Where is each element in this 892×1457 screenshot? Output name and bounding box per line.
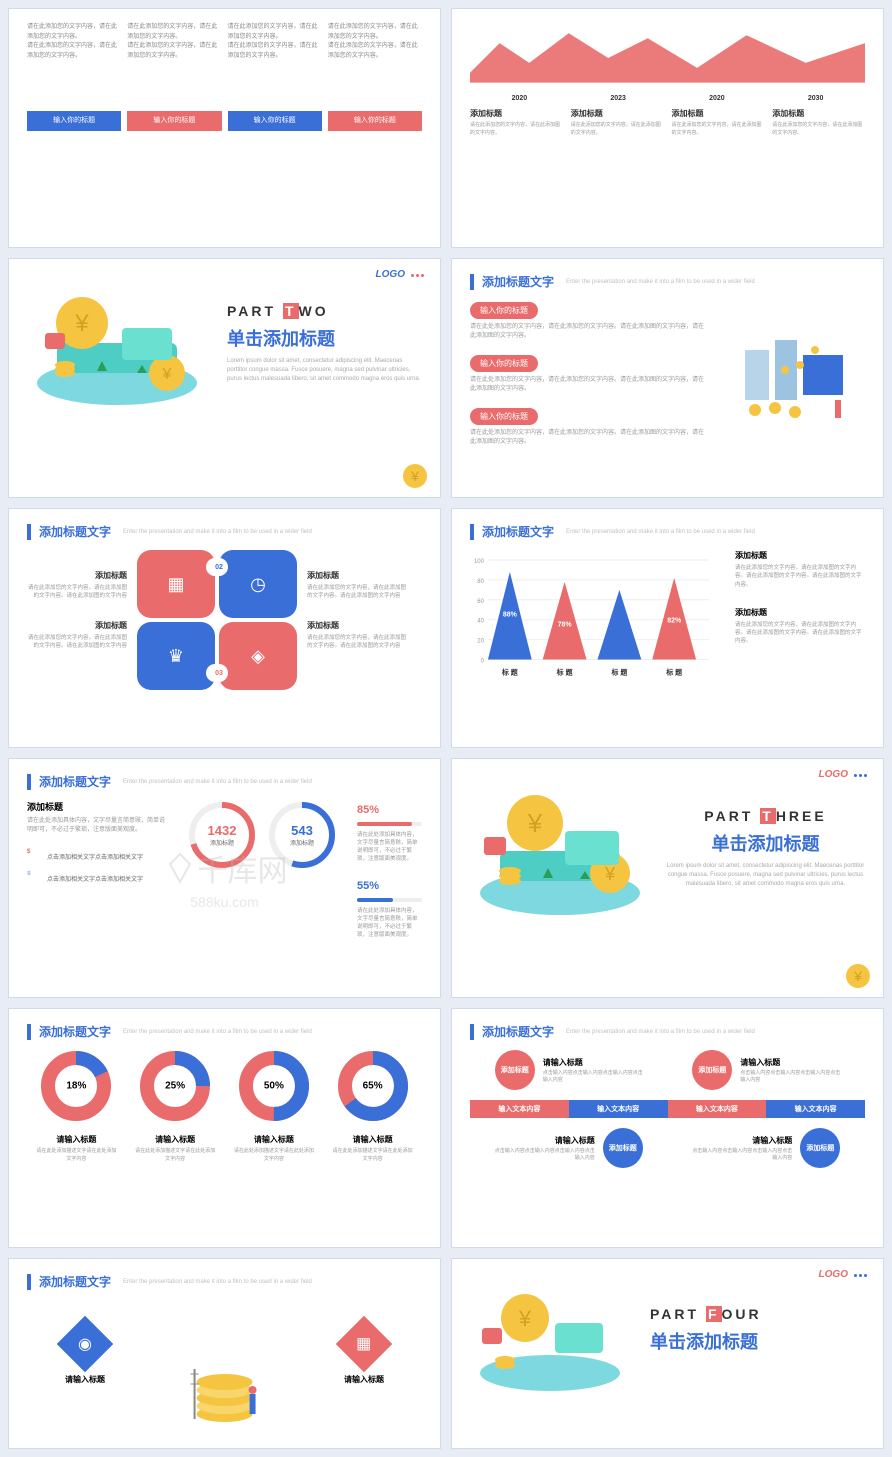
svg-text:¥: ¥: [518, 1306, 532, 1331]
slide-6: 添加标题文字Enter the presentation and make it…: [451, 508, 884, 748]
part-title: 单击添加标题: [666, 830, 865, 856]
stat-title: 添加标题: [27, 800, 167, 813]
col-text: 请在此添加您的文字内容，请在此添加您的文字内容。: [127, 42, 221, 61]
title-button[interactable]: 输入你的标题: [228, 111, 322, 130]
logo: LOGO: [819, 1269, 867, 1280]
svg-text:20: 20: [477, 639, 484, 645]
slide-2: 2020202320202030 添加标题请在此添加您的文字内容，请在此添加图的…: [451, 8, 884, 248]
side-title: 添加标题: [27, 570, 127, 581]
circle-badge: 添加标题: [495, 1050, 535, 1090]
area-chart: [470, 23, 865, 83]
part-title: 单击添加标题: [650, 1328, 865, 1354]
slide-9: 添加标题文字Enter the presentation and make it…: [8, 1008, 441, 1248]
triangle-chart: 100 80 60 40 20 0 88% 标 题 78% 标 题 标 题 82% 标 题: [470, 550, 719, 690]
clock-icon: ◷: [250, 574, 266, 595]
svg-text:¥: ¥: [74, 310, 89, 337]
slide-5: 添加标题文字Enter the presentation and make it…: [8, 508, 441, 748]
slide-part-two: LOGO ¥ ¥ PART TWO 单击添加标题 Lorem ipsum dol…: [8, 258, 441, 498]
svg-text:82%: 82%: [667, 618, 682, 625]
donut-label: 请输入标题: [36, 1134, 116, 1145]
item-desc: 请在此添加您的文字内容，请在此添加图的文字内容。: [470, 122, 563, 137]
svg-text:80: 80: [477, 579, 484, 585]
svg-text:100: 100: [474, 559, 485, 565]
slide-part-three: LOGO ¥ ¥ PART THREE 单击添加标题 Lorem ipsum d…: [451, 758, 884, 998]
part-label: PART FOUR: [650, 1306, 865, 1322]
col-text: 请在此添加您的文字内容，请在此添加您的文字内容。: [328, 42, 422, 61]
slide-4: 添加标题文字Enter the presentation and make it…: [451, 258, 884, 498]
bar-pct: 85%: [357, 804, 379, 816]
svg-text:¥: ¥: [410, 468, 419, 484]
pill-button[interactable]: 输入你的标题: [470, 302, 538, 319]
part-label: PART TWO: [227, 303, 422, 319]
finance-illustration: ¥ ¥: [470, 773, 650, 923]
slide-7: 添加标题文字Enter the presentation and make it…: [8, 758, 441, 998]
city-illustration: [725, 300, 865, 440]
col-text: 请在此添加您的文字内容，请在此添加您的文字内容。: [328, 23, 422, 42]
svg-text:60: 60: [477, 599, 484, 605]
dollar-icon: $: [27, 849, 41, 863]
cube-icon: ◈: [251, 646, 265, 667]
title-button[interactable]: 输入你的标题: [27, 111, 121, 130]
diamond-icon: ◉: [57, 1316, 114, 1373]
svg-text:¥: ¥: [604, 864, 616, 884]
document-icon: ▦: [167, 574, 184, 595]
svg-text:标 题: 标 题: [610, 667, 627, 676]
stat-circle-2: 543添加标题: [267, 800, 337, 870]
logo: LOGO: [376, 269, 424, 280]
col-text: 请在此添加您的文字内容，请在此添加您的文字内容。: [228, 23, 322, 42]
slide-title: 添加标题文字: [482, 273, 554, 290]
four-columns: 请在此添加您的文字内容，请在此添加您的文字内容。请在此添加您的文字内容，请在此添…: [27, 23, 422, 131]
part-desc: Lorem ipsum dolor sit amet, consectetur …: [227, 357, 422, 384]
logo: LOGO: [819, 769, 867, 780]
slide-11: 添加标题文字Enter the presentation and make it…: [8, 1258, 441, 1449]
segment-bar: 输入文本内容输入文本内容输入文本内容输入文本内容: [470, 1100, 865, 1118]
icon-grid: 01▦ 02◷ 04♛ 03◈: [137, 550, 297, 690]
svg-text:88%: 88%: [503, 612, 518, 619]
svg-text:40: 40: [477, 619, 484, 625]
item-title: 添加标题: [470, 108, 563, 119]
col-text: 请在此添加您的文字内容，请在此添加您的文字内容。: [228, 42, 322, 61]
svg-text:标 题: 标 题: [665, 667, 682, 676]
col-text: 请在此添加您的文字内容，请在此添加您的文字内容。: [27, 42, 121, 61]
svg-text:78%: 78%: [558, 622, 573, 629]
stat-circle-1: 1432添加标题: [187, 800, 257, 870]
finance-illustration: ¥: [470, 1273, 630, 1393]
svg-text:0: 0: [481, 659, 485, 665]
coins-illustration: [155, 1324, 294, 1434]
svg-text:标 题: 标 题: [501, 667, 518, 676]
diamond-icon: ▦: [336, 1316, 393, 1373]
svg-text:¥: ¥: [527, 808, 543, 838]
col-text: 请在此添加您的文字内容，请在此添加您的文字内容。: [127, 23, 221, 42]
year-axis: 2020202320202030: [470, 95, 865, 102]
slide-1: 请在此添加您的文字内容，请在此添加您的文字内容。请在此添加您的文字内容，请在此添…: [8, 8, 441, 248]
part-title: 单击添加标题: [227, 325, 422, 351]
donut-row: 18%25%50%65%: [27, 1050, 422, 1122]
col-text: 请在此添加您的文字内容，请在此添加您的文字内容。: [27, 23, 121, 42]
server-icon: ≡: [27, 871, 41, 885]
svg-text:¥: ¥: [162, 366, 172, 383]
trophy-icon: ♛: [168, 646, 184, 667]
part-label: PART THREE: [666, 808, 865, 824]
title-button[interactable]: 输入你的标题: [127, 111, 221, 130]
chart-title: 添加标题: [735, 550, 865, 561]
finance-illustration: ¥ ¥: [27, 273, 207, 413]
slide-10: 添加标题文字Enter the presentation and make it…: [451, 1008, 884, 1248]
svg-text:¥: ¥: [853, 968, 862, 984]
slide-part-four: LOGO ¥ PART FOUR 单击添加标题: [451, 1258, 884, 1449]
title-button[interactable]: 输入你的标题: [328, 111, 422, 130]
svg-text:标 题: 标 题: [556, 667, 573, 676]
